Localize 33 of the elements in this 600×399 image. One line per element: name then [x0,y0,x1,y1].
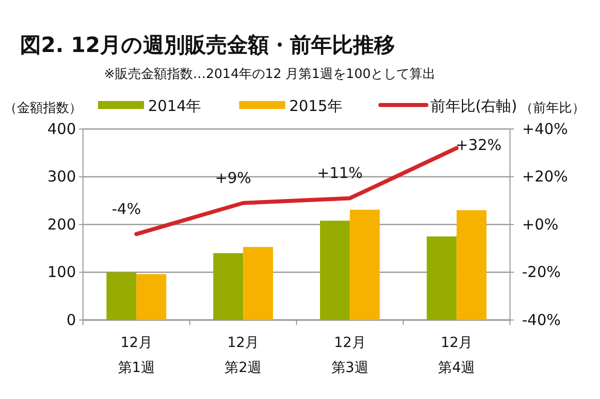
y-tick-label: 0 [66,310,76,329]
y2-tick-label: +0% [522,215,558,234]
data-label: +9% [214,169,252,188]
bar [106,272,136,320]
bar [350,210,380,320]
y-tick-label: 400 [47,120,76,138]
x-tick-label: 12月第2週 [224,335,262,376]
y-tick-label: 100 [47,263,76,282]
x-tick-label: 12月第3週 [331,335,368,376]
y-tick-label: 300 [47,168,76,186]
legend-label: 2014年 [148,97,202,115]
x-tick-label: 12月第1週 [118,335,155,376]
bar [456,210,487,320]
bar [243,246,274,320]
data-label: +11% [316,164,363,182]
x-tick-label: 12月第4週 [438,335,476,376]
data-label: +32% [456,136,502,154]
y-tick-label: 200 [47,215,76,234]
bar [426,236,457,320]
legend-label: 2015年 [289,97,342,115]
bar [320,220,350,320]
chart-subtitle: ※販売金額指数…2014年の12 月第1週を100として算出 [104,67,436,82]
y-axis-title: （金額指数） [4,101,82,116]
data-label: -4% [112,200,141,218]
y2-tick-label: -40% [522,310,561,329]
bar [136,274,166,320]
y2-axis-title: （前年比） [520,101,585,116]
y2-tick-label: +40% [522,120,568,138]
bar [213,253,244,320]
y2-tick-label: -20% [522,263,561,282]
y2-tick-label: +20% [522,168,568,186]
chart-title: 図2. 12月の週別販売金額・前年比推移 [20,33,396,57]
legend-label: 前年比(右軸) [430,97,518,115]
